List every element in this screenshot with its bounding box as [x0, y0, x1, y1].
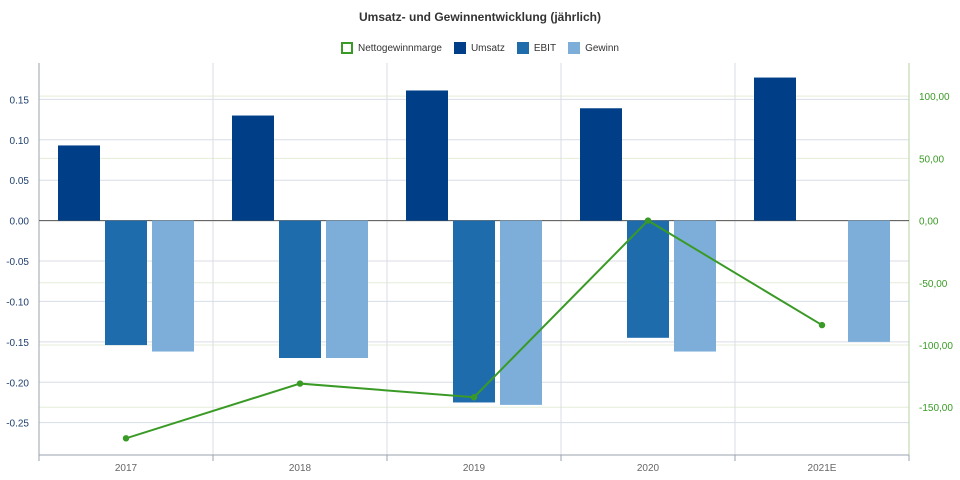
legend-item-gewinn[interactable]: Gewinn [568, 42, 619, 54]
left-tick-label: 0.10 [10, 136, 30, 147]
point-nettogewinnmarge-2017 [122, 435, 130, 442]
point-nettogewinnmarge-2019 [470, 394, 478, 401]
legend: Nettogewinnmarge Umsatz EBIT Gewinn [0, 42, 960, 54]
x-tick-label: 2021E [808, 463, 837, 474]
legend-swatch-gewinn [568, 42, 581, 54]
right-tick-label: -50,00 [919, 279, 948, 290]
left-tick-label: -0.20 [6, 378, 29, 389]
bar-umsatz-2020 [580, 108, 622, 221]
legend-swatch-nettogewinnmarge [341, 42, 353, 54]
bar-ebit-2018 [279, 220, 321, 359]
legend-label-umsatz: Umsatz [470, 42, 505, 54]
bar-ebit-2019 [453, 220, 495, 403]
point-nettogewinnmarge-2021e [818, 321, 826, 329]
point-nettogewinnmarge-2018 [296, 380, 304, 387]
legend-label-gewinn: Gewinn [585, 42, 619, 54]
point-nettogewinnmarge-2020 [644, 217, 652, 224]
right-tick-label: -100,00 [919, 341, 953, 352]
bar-gewinn-2020 [674, 220, 716, 352]
left-tick-label: 0.05 [10, 176, 30, 187]
bar-umsatz-2017 [58, 145, 100, 221]
x-tick-label: 2017 [115, 463, 138, 474]
legend-item-umsatz[interactable]: Umsatz [453, 42, 505, 54]
bar-ebit-2017 [105, 220, 147, 346]
x-tick-label: 2018 [289, 463, 312, 474]
bar-gewinn-2019 [500, 220, 542, 405]
left-tick-label: -0.25 [6, 419, 29, 430]
bar-umsatz-2018 [232, 115, 274, 221]
x-tick-label: 2020 [637, 463, 660, 474]
x-tick-label: 2019 [463, 463, 486, 474]
chart-title: Umsatz- und Gewinnentwicklung (jährlich) [358, 10, 601, 24]
right-tick-label: 0,00 [919, 217, 939, 228]
legend-item-ebit[interactable]: EBIT [516, 42, 557, 54]
left-tick-label: -0.10 [6, 297, 29, 308]
legend-swatch-umsatz [453, 42, 466, 54]
left-tick-label: -0.15 [6, 338, 29, 349]
right-tick-label: 50,00 [919, 154, 944, 165]
legend-label-ebit: EBIT [533, 42, 557, 54]
bar-umsatz-2019 [406, 90, 448, 221]
legend-item-nettogewinnmarge[interactable]: Nettogewinnmarge [341, 42, 442, 54]
legend-label-nettogewinnmarge: Nettogewinnmarge [358, 42, 442, 54]
bar-gewinn-2021e [848, 220, 890, 342]
bar-umsatz-2021e [754, 77, 796, 221]
bar-ebit-2020 [627, 220, 669, 338]
bar-gewinn-2018 [326, 220, 368, 359]
right-tick-label: 100,00 [919, 92, 950, 103]
left-tick-label: 0.15 [10, 95, 30, 106]
right-tick-label: -150,00 [919, 403, 953, 414]
legend-swatch-ebit [516, 42, 529, 54]
left-tick-label: -0.05 [6, 257, 29, 268]
left-tick-label: 0.00 [10, 217, 30, 228]
bar-gewinn-2017 [152, 220, 194, 352]
